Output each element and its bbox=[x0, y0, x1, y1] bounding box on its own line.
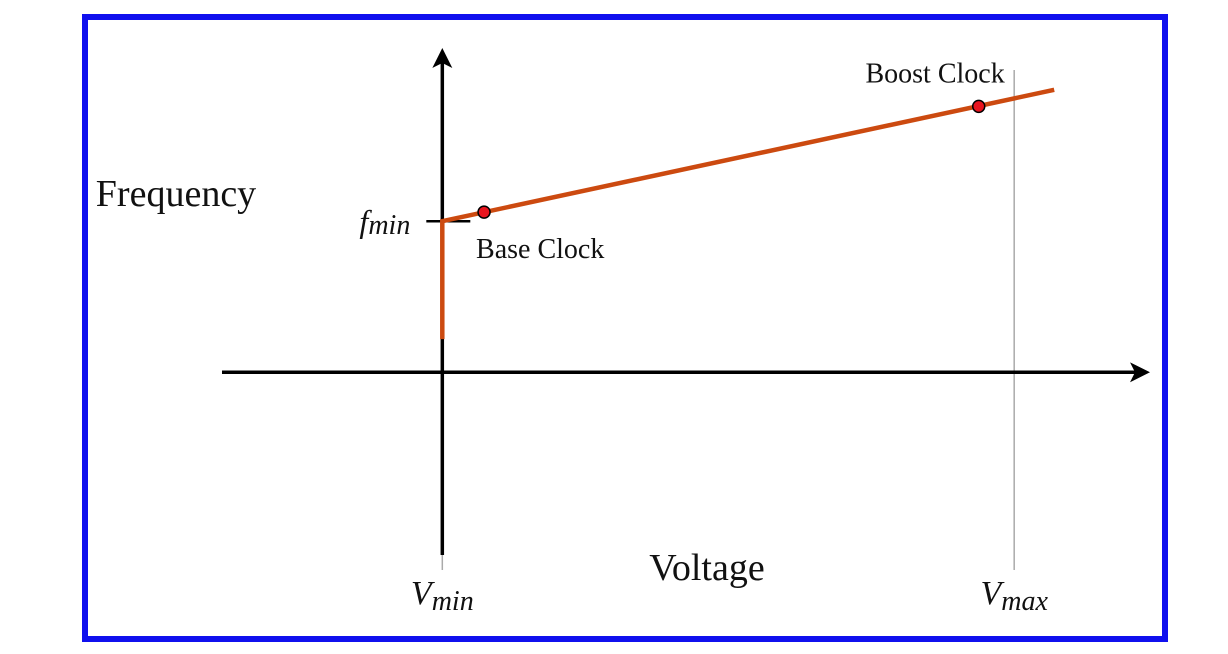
f-min-tick-label: fmin bbox=[359, 203, 410, 241]
y-axis-title: Frequency bbox=[96, 173, 256, 215]
chart-frame bbox=[82, 14, 1168, 642]
boost-clock-label: Boost Clock bbox=[865, 58, 1004, 89]
frequency-curve-0 bbox=[440, 87, 1055, 340]
base-clock-point bbox=[477, 205, 491, 219]
boost-clock-point bbox=[971, 99, 986, 114]
base-clock-label: Base Clock bbox=[476, 234, 604, 265]
x-axis-title: Voltage bbox=[649, 547, 764, 589]
v-max-tick-label: Vmax bbox=[980, 575, 1048, 617]
v-min-tick-label: Vmin bbox=[411, 575, 474, 617]
